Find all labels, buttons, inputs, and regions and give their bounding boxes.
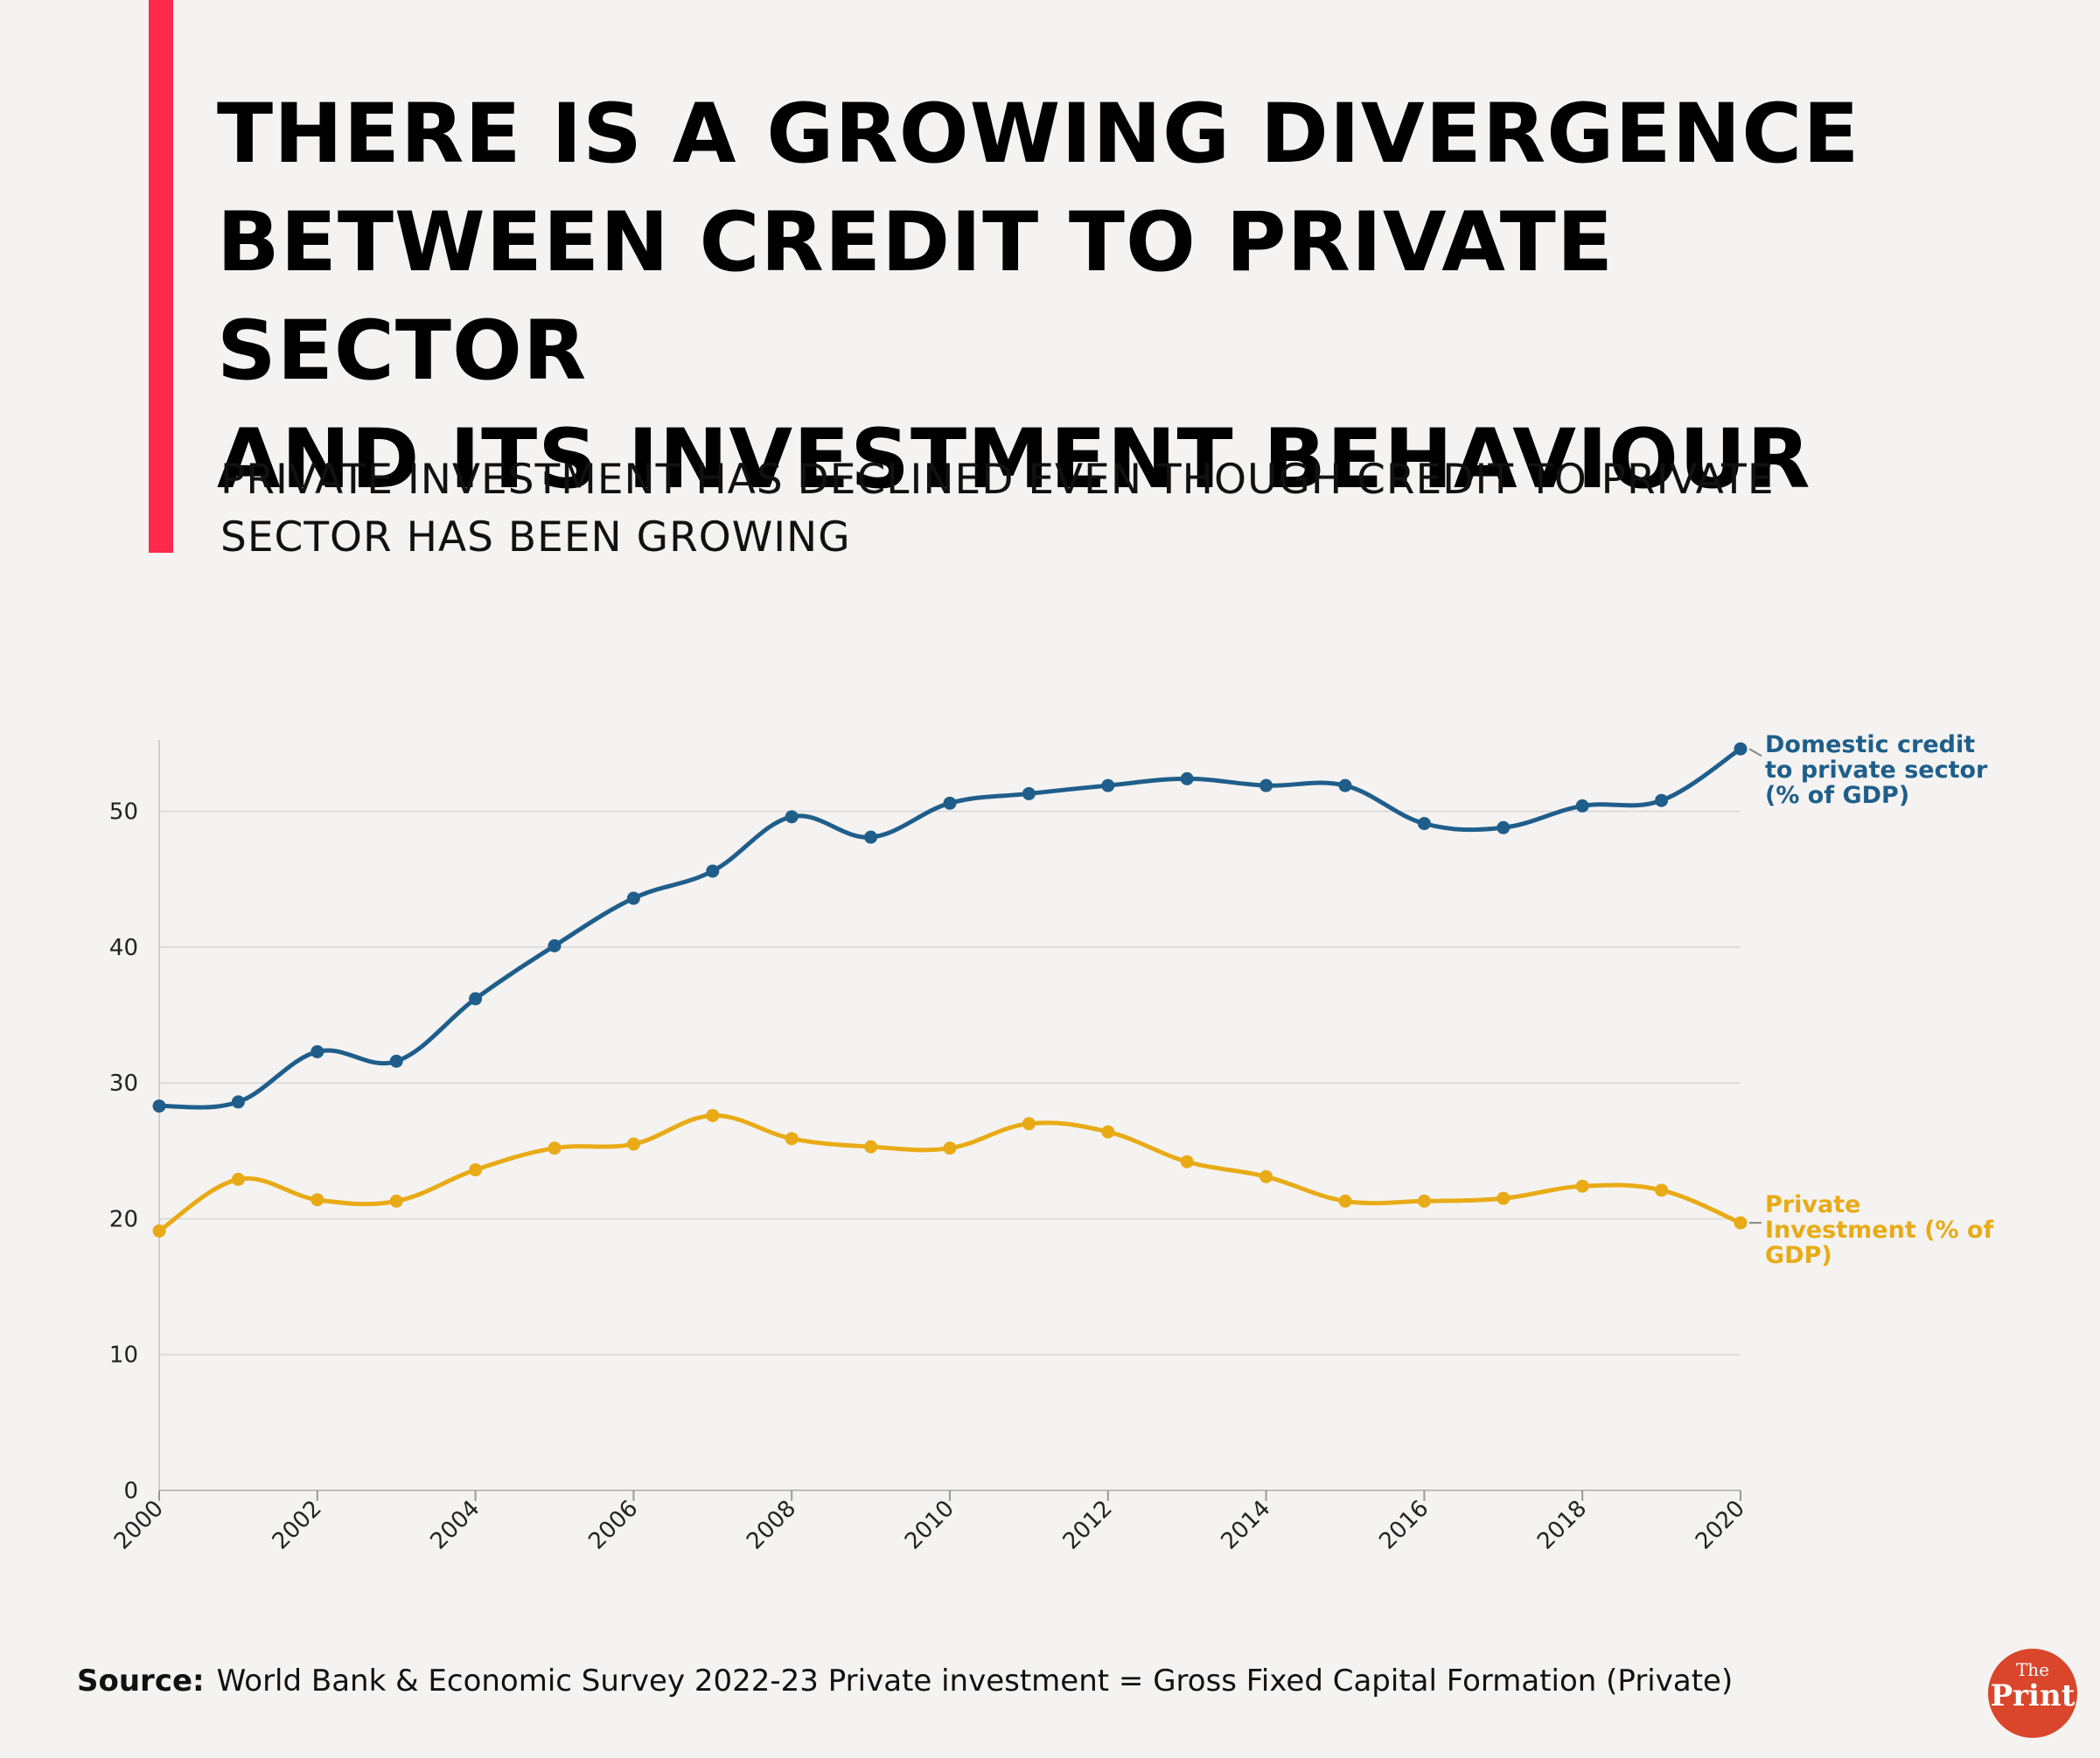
series-label: Domestic credit to private sector (% of GD… xyxy=(1765,731,1988,809)
y-tick-label: 30 xyxy=(109,1071,138,1097)
data-point xyxy=(1417,817,1431,831)
data-point xyxy=(152,1224,166,1238)
source-note: Source: World Bank & Economic Survey 2022… xyxy=(77,1664,1733,1699)
data-point xyxy=(943,796,957,810)
data-point xyxy=(469,992,483,1006)
data-point xyxy=(1655,1183,1669,1197)
data-point xyxy=(864,1140,878,1154)
y-tick-label: 0 xyxy=(123,1478,138,1504)
series-lines xyxy=(152,742,1748,1238)
data-point xyxy=(943,1141,957,1155)
source-text: World Bank & Economic Survey 2022-23 Pri… xyxy=(216,1664,1734,1699)
data-point xyxy=(706,1108,720,1122)
data-point xyxy=(626,891,640,905)
subtitle-line: SECTOR HAS BEEN GROWING xyxy=(220,513,851,562)
x-tick-label: 2018 xyxy=(1532,1496,1592,1555)
data-point xyxy=(1022,1117,1036,1131)
x-tick-label: 2000 xyxy=(109,1496,169,1555)
y-tick-label: 10 xyxy=(109,1343,138,1369)
x-tick-label: 2002 xyxy=(268,1496,327,1555)
x-tick-label: 2006 xyxy=(583,1496,643,1555)
accent-bar xyxy=(149,0,173,553)
data-point xyxy=(785,1132,799,1146)
data-point xyxy=(1338,1194,1352,1208)
series-line xyxy=(157,1113,1743,1233)
data-point xyxy=(1101,1125,1115,1139)
title-line: AND ITS INVESTMENT BEHAVIOUR xyxy=(217,412,1811,507)
axes: 0 10 20 30 40 50 2000 2002 2004 2006 2008 2010 2012 2… xyxy=(109,740,1750,1555)
data-point xyxy=(1180,771,1194,785)
data-point xyxy=(1575,1179,1589,1193)
x-tick-label: 2020 xyxy=(1691,1496,1750,1555)
x-tick-label: 2010 xyxy=(900,1496,959,1555)
series-label-line: (% of GDP) xyxy=(1765,782,1909,809)
grid-lines xyxy=(159,810,1741,1356)
page-title: THERE IS A GROWING DIVERGENCE BETWEEN CR… xyxy=(217,80,1966,514)
data-point xyxy=(310,1193,324,1207)
logo-small-text: The xyxy=(2015,1659,2050,1680)
series-label-line: GDP) xyxy=(1765,1242,1832,1269)
series-labels: Domestic credit to private sector (% of GD… xyxy=(1748,731,1993,1269)
x-tick-label: 2004 xyxy=(426,1496,485,1555)
data-point xyxy=(389,1194,403,1208)
series-label: Private Investment (% of GDP) xyxy=(1765,1191,1993,1269)
y-tick-label: 40 xyxy=(109,935,138,961)
label-connector xyxy=(1748,748,1762,757)
x-tick-label: 2008 xyxy=(742,1496,801,1555)
data-point xyxy=(1101,778,1115,792)
data-point xyxy=(469,1163,483,1177)
data-point xyxy=(1497,1191,1510,1205)
series-label-line: Investment (% of xyxy=(1765,1217,1993,1244)
x-tick-label: 2014 xyxy=(1217,1496,1276,1555)
page-subtitle: PRIVATE INVESTMENT HAS DECLINED EVEN THO… xyxy=(220,451,1970,567)
data-point xyxy=(1180,1155,1194,1169)
series-label-line: Domestic credit xyxy=(1765,731,1975,758)
series-line xyxy=(157,746,1743,1110)
title-line: BETWEEN CREDIT TO PRIVATE SECTOR xyxy=(217,195,1615,399)
data-point xyxy=(864,830,878,844)
x-tick-label: 2012 xyxy=(1058,1496,1118,1555)
series-label-line: Private xyxy=(1765,1191,1860,1218)
data-point xyxy=(1022,786,1036,800)
y-tick-label: 50 xyxy=(109,799,138,826)
data-point xyxy=(706,864,720,878)
data-point xyxy=(1417,1194,1431,1208)
title-line: THERE IS A GROWING DIVERGENCE xyxy=(217,87,1860,182)
data-point xyxy=(785,810,799,824)
data-point xyxy=(1259,778,1273,792)
theprint-logo[interactable]: The Print xyxy=(1988,1649,2077,1738)
data-point xyxy=(1655,793,1669,807)
source-label: Source: xyxy=(77,1664,205,1699)
data-point xyxy=(1734,742,1748,756)
subtitle-line: PRIVATE INVESTMENT HAS DECLINED EVEN THO… xyxy=(220,456,1775,504)
data-point xyxy=(389,1054,403,1068)
data-point xyxy=(1575,799,1589,813)
data-point xyxy=(310,1044,324,1058)
data-point xyxy=(152,1099,166,1113)
x-tick-label: 2016 xyxy=(1374,1496,1434,1555)
data-point xyxy=(548,1141,562,1155)
data-point xyxy=(626,1137,640,1151)
series-label-line: to private sector xyxy=(1765,757,1988,784)
data-point xyxy=(231,1095,245,1109)
line-chart: 0 10 20 30 40 50 2000 2002 2004 2006 2008 2010 2012 2… xyxy=(109,731,1994,1555)
data-point xyxy=(1259,1169,1273,1183)
y-tick-label: 20 xyxy=(109,1206,138,1232)
data-point xyxy=(1338,778,1352,792)
logo-big-text: Print xyxy=(1990,1678,2076,1713)
data-point xyxy=(1734,1216,1748,1230)
data-point xyxy=(1497,820,1510,834)
data-point xyxy=(231,1172,245,1186)
data-point xyxy=(548,938,562,952)
